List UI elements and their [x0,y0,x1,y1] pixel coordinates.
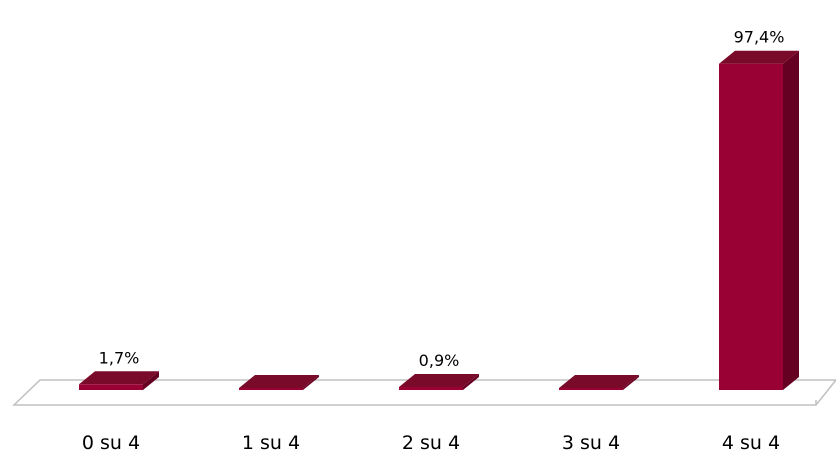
data-label: 1,7% [99,348,140,367]
data-label: 0,9% [419,351,460,370]
category-label: 2 su 4 [402,432,460,454]
bar-top [399,373,479,387]
category-label: 1 su 4 [242,432,300,454]
bar-1-su-4 [239,375,319,390]
bar-side [143,371,159,390]
category-axis-labels: 0 su 4 1 su 4 2 su 4 3 su 4 4 su 4 [82,432,780,454]
bar-front [239,388,303,390]
floor-plane [12,379,836,406]
bar-side [303,375,319,390]
bar-4-su-4 [719,50,799,391]
bar-top [719,50,799,64]
bars [79,50,799,391]
category-label: 0 su 4 [82,432,140,454]
bar-front [719,63,783,391]
chart-floor [12,379,836,406]
bar-front [399,386,463,390]
bar-front [79,384,143,390]
data-labels: 1,7% 0,9% 97,4% [99,28,785,370]
bar-side [463,373,479,390]
bar-front [559,388,623,390]
category-label: 4 su 4 [722,432,780,454]
bar-top [239,375,319,388]
data-label: 97,4% [734,28,785,47]
bar-top [79,371,159,385]
bar-top [559,375,639,388]
bar-2-su-4 [399,373,479,390]
bar-0-su-4 [79,371,159,390]
bar-3-su-4 [559,375,639,390]
category-label: 3 su 4 [562,432,620,454]
bar-side [623,375,639,390]
bar-side [783,50,799,391]
